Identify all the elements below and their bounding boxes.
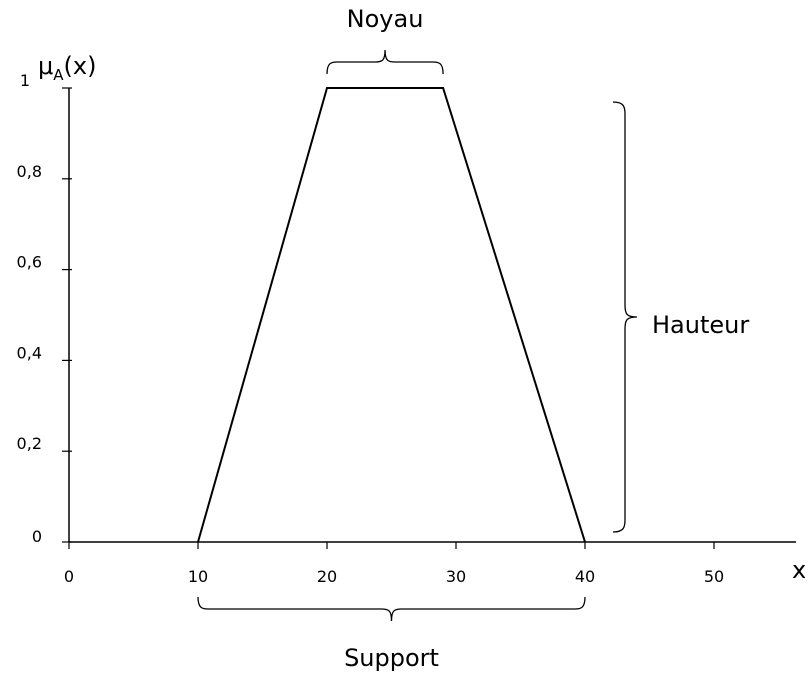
annotations: Noyau Support Hauteur (197, 5, 749, 672)
y-tick-label: 0 (32, 527, 42, 546)
x-tick-label: 20 (317, 567, 337, 586)
x-tick-label: 40 (575, 567, 595, 586)
series-layer (197, 87, 586, 543)
support-label: Support (344, 644, 439, 672)
x-tick-label: 50 (704, 567, 724, 586)
y-axis-title-suffix: (x) (64, 52, 97, 80)
ticks-layer: 0 10 20 30 40 50 0 0,2 0,4 0,6 0,8 1 (17, 71, 725, 586)
x-tick-label: 30 (446, 567, 466, 586)
y-tick-label: 0,8 (17, 162, 42, 181)
y-tick-label: 1 (20, 71, 30, 90)
hauteur-label: Hauteur (652, 311, 749, 339)
noyau-brace (326, 49, 444, 75)
noyau-label: Noyau (347, 5, 424, 33)
x-tick-label: 10 (188, 567, 208, 586)
x-axis-title: x (792, 556, 806, 584)
axes (68, 88, 796, 543)
support-brace (197, 596, 586, 622)
membership-function-line (197, 87, 586, 543)
hauteur-brace (612, 101, 638, 533)
y-tick-label: 0,4 (17, 343, 42, 362)
y-axis-title-subscript: A (53, 66, 64, 84)
y-tick-label: 0,6 (17, 253, 42, 272)
y-axis-title-base: μ (38, 52, 53, 80)
x-tick-label: 0 (64, 567, 74, 586)
y-tick-label: 0,2 (17, 434, 42, 453)
y-axis-title: μA(x) (38, 52, 96, 84)
